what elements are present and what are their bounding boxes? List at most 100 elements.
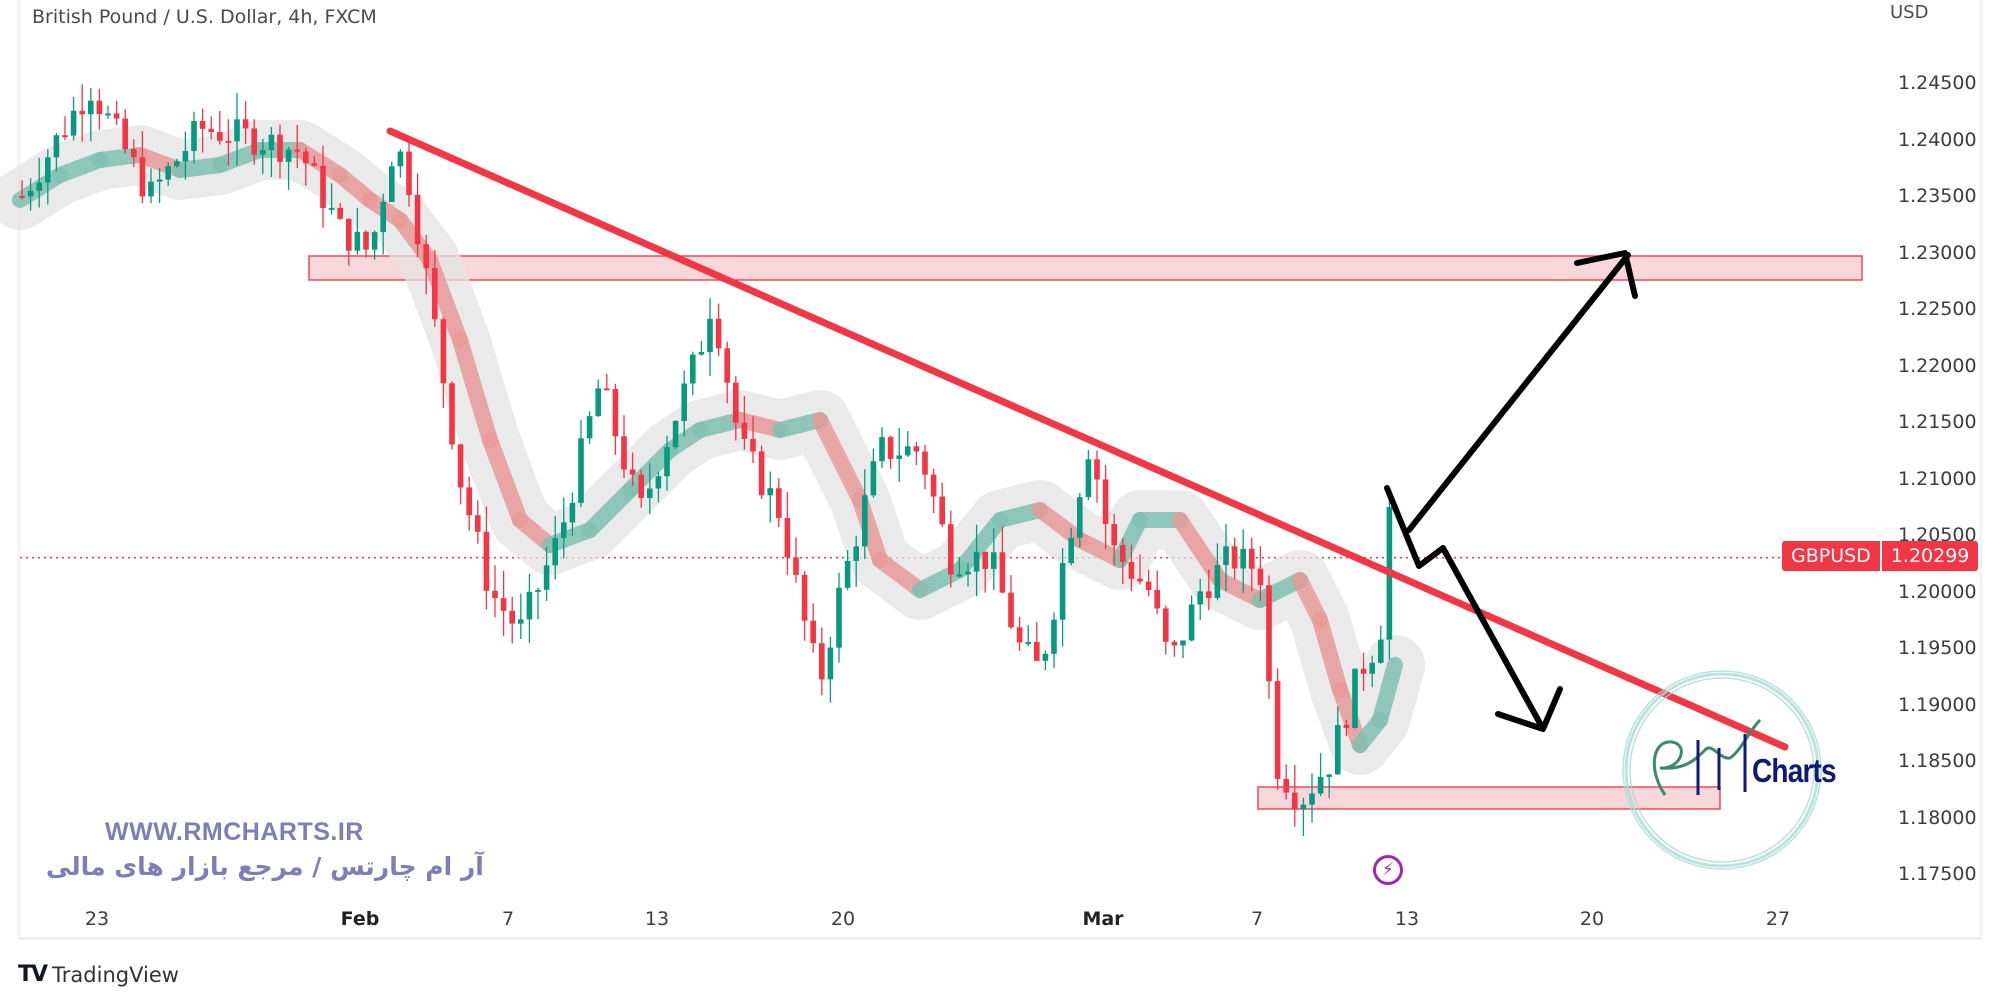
bullish-candle: [586, 416, 593, 439]
bearish-candle: [337, 207, 343, 219]
bearish-candle: [1154, 590, 1160, 609]
bearish-candle: [1163, 608, 1169, 642]
bullish-candle: [1051, 619, 1057, 654]
bearish-candle: [1102, 479, 1109, 525]
bullish-candle: [956, 574, 963, 577]
rmcharts-logo-ring: [1622, 670, 1822, 870]
bearish-candle: [1360, 668, 1367, 674]
bullish-candle: [595, 388, 601, 417]
price-tick: 1.21000: [1898, 467, 1977, 490]
bearish-candle: [1343, 724, 1350, 728]
bearish-candle: [346, 218, 352, 251]
bullish-candle: [1335, 724, 1341, 775]
bearish-candle: [466, 487, 472, 516]
bullish-candle: [535, 589, 541, 592]
bearish-candle: [363, 231, 369, 250]
price-tick: 1.24000: [1898, 128, 1977, 151]
trend-ribbon: [582, 482, 638, 538]
bearish-candle: [741, 422, 748, 439]
bullish-candle: [681, 383, 687, 421]
bullish-candle: [88, 100, 94, 115]
bullish-candle: [905, 446, 911, 456]
bullish-candle: [552, 538, 558, 566]
bearish-candle: [242, 119, 249, 129]
bearish-candle: [1137, 578, 1143, 582]
bearish-candle: [500, 598, 507, 611]
bearish-candle: [1094, 459, 1100, 480]
bearish-candle: [139, 157, 146, 197]
bearish-candle: [1292, 792, 1298, 810]
price-tick: 1.19500: [1898, 637, 1977, 659]
bearish-candle: [1034, 642, 1040, 661]
bearish-candle: [483, 531, 490, 591]
tradingview-brand[interactable]: TV TradingView: [18, 962, 179, 987]
trend-ribbon: [1312, 612, 1348, 698]
bearish-candle: [784, 517, 791, 558]
bearish-candle: [311, 163, 318, 166]
bullish-candle: [36, 182, 42, 191]
bullish-candle: [354, 231, 361, 251]
bullish-candle: [973, 551, 980, 572]
bullish-candle: [543, 565, 550, 590]
time-tick: 20: [830, 908, 856, 930]
rmcharts-logo-signature: [1652, 718, 1762, 796]
bullish-candle: [561, 522, 567, 539]
bearish-candle: [96, 100, 103, 115]
currency-label: USD: [1890, 2, 1929, 23]
bullish-candle: [285, 149, 292, 162]
bearish-candle: [113, 113, 120, 119]
bearish-candle: [715, 318, 722, 349]
bearish-candle: [982, 551, 988, 569]
bearish-candle: [1008, 592, 1014, 628]
bearish-candle: [1274, 681, 1281, 779]
bullish-candle: [389, 166, 395, 202]
bullish-candle: [1352, 668, 1358, 728]
bearish-candle: [1128, 561, 1135, 579]
bullish-candle: [27, 190, 34, 197]
bullish-candle: [844, 560, 851, 588]
trend-ribbon: [482, 432, 528, 528]
bullish-candle: [965, 571, 971, 575]
bearish-candle: [887, 437, 894, 459]
bullish-candle: [526, 591, 533, 620]
bearish-candle: [776, 488, 782, 518]
bullish-candle: [1025, 642, 1031, 645]
bearish-candle: [122, 118, 128, 150]
time-tick: Feb: [340, 908, 380, 930]
trend-ribbon: [1332, 682, 1368, 753]
trend-ribbon: [1032, 502, 1088, 548]
symbol-label: GBPUSD: [1782, 541, 1880, 571]
bullish-candle: [1240, 548, 1246, 569]
bullish-candle: [45, 157, 51, 183]
bearish-candle: [750, 438, 756, 452]
bullish-candle: [518, 619, 524, 624]
bullish-candle: [234, 119, 240, 142]
time-tick: Mar: [1082, 908, 1124, 930]
rmcharts-logo-text: Charts: [1752, 752, 1837, 789]
bearish-candle: [320, 165, 326, 208]
bullish-candle: [1077, 497, 1083, 538]
bullish-candle: [767, 488, 773, 496]
bullish-candle: [397, 151, 404, 167]
bullish-candle: [1214, 565, 1221, 598]
bearish-arrow: [1384, 485, 1545, 730]
bullish-candle: [328, 207, 335, 210]
bearish-candle: [199, 120, 206, 129]
price-tick: 1.20000: [1898, 580, 1977, 603]
bearish-candle: [758, 451, 765, 496]
support-zone: [1257, 786, 1721, 810]
bearish-candle: [913, 446, 920, 452]
watermark-url: WWW.RMCHARTS.IR: [105, 818, 364, 846]
bearish-candle: [1206, 591, 1212, 598]
bearish-candle: [208, 128, 214, 132]
bearish-candle: [612, 388, 619, 437]
bullish-candle: [53, 135, 60, 158]
bearish-candle: [939, 496, 945, 525]
bearish-candle: [999, 552, 1006, 593]
bullish-candle: [268, 134, 275, 150]
bullish-candle: [1369, 662, 1375, 674]
lightning-icon[interactable]: ⚡︎: [1373, 855, 1403, 885]
bearish-candle: [62, 135, 68, 138]
price-tick: 1.17500: [1898, 863, 1977, 885]
